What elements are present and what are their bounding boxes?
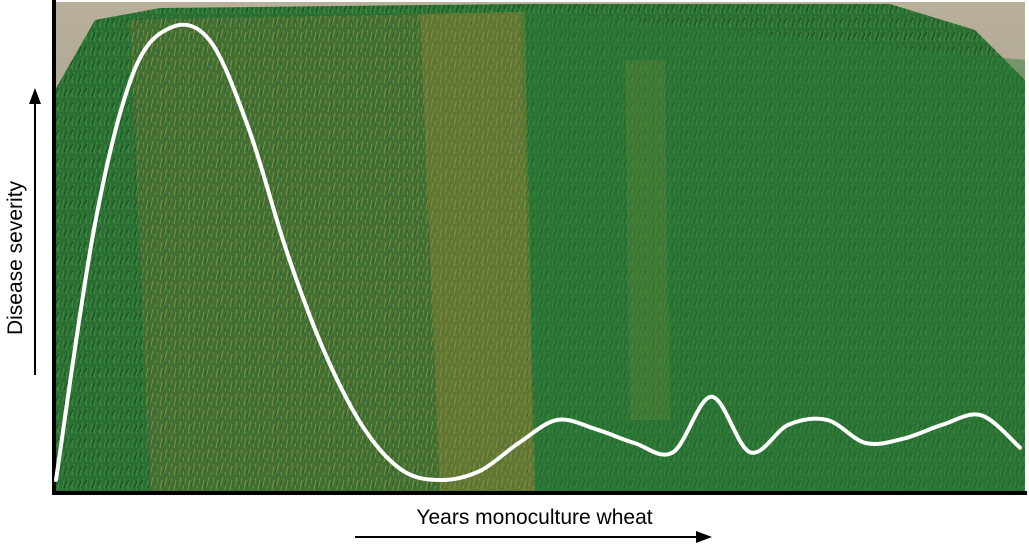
y-axis-label-wrap: Disease severity xyxy=(0,0,50,495)
y-axis-label: Disease severity xyxy=(4,180,27,336)
x-arrow xyxy=(355,531,712,543)
x-axis-label: Years monoculture wheat xyxy=(416,506,653,529)
field-photo xyxy=(55,2,1025,492)
y-arrow xyxy=(29,88,41,375)
series-line xyxy=(54,22,1022,482)
